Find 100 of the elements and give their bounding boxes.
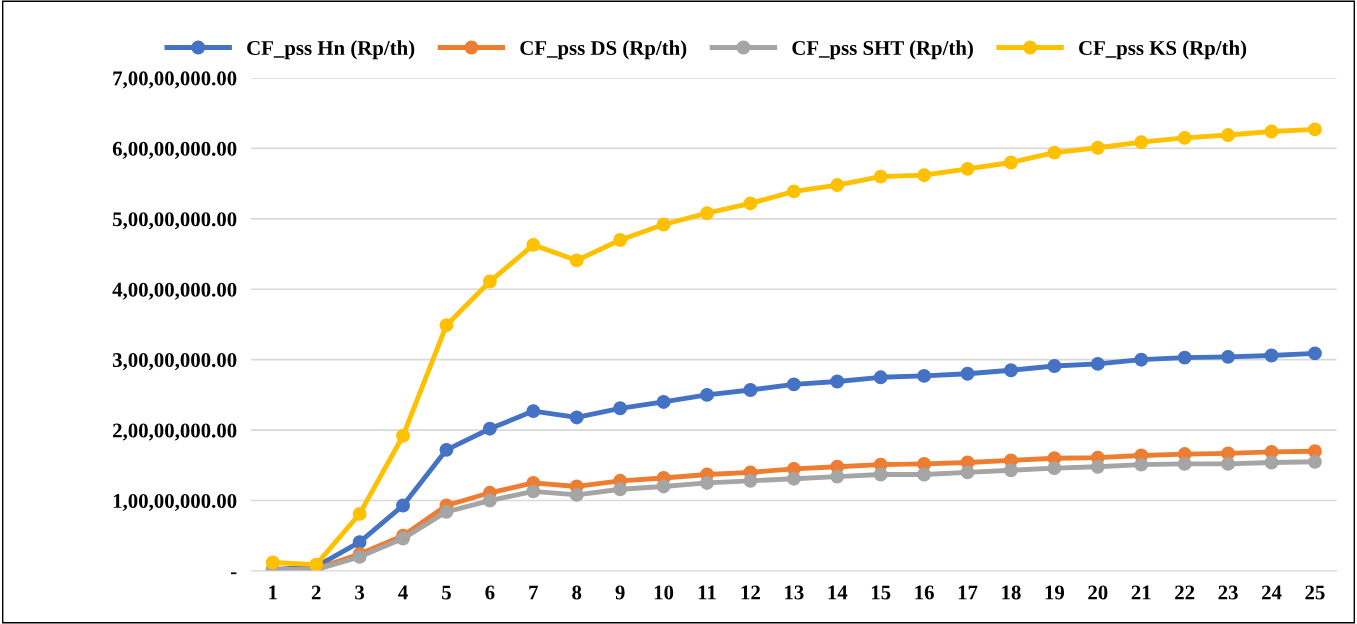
point	[526, 404, 541, 419]
point	[569, 487, 584, 502]
point	[830, 469, 845, 484]
x-tick-label: 24	[1261, 585, 1282, 600]
point	[1090, 356, 1105, 371]
x-tick-label: 5	[442, 585, 451, 600]
point	[960, 465, 975, 480]
point	[1307, 454, 1322, 469]
point	[439, 504, 454, 519]
x-tick-label: 20	[1088, 585, 1108, 600]
point	[613, 401, 628, 416]
point	[1307, 122, 1322, 137]
point	[700, 475, 714, 490]
legend-label: CF_pss KS (Rp/th)	[1079, 40, 1247, 60]
legend-label: CF_pss SHT (Rp/th)	[792, 40, 973, 60]
point	[873, 467, 888, 482]
point	[917, 168, 932, 183]
point	[265, 555, 280, 570]
point	[1004, 155, 1018, 170]
point	[482, 274, 497, 289]
y-tick-label: 2,00,00,000.00	[113, 423, 237, 441]
point	[656, 217, 671, 232]
x-tick-label: 12	[741, 585, 760, 600]
point	[1177, 456, 1192, 471]
point	[743, 383, 758, 397]
x-tick-label: 16	[915, 585, 934, 600]
point	[1134, 457, 1149, 472]
x-tick-label: 10	[654, 585, 674, 600]
point	[1004, 363, 1018, 378]
point	[1090, 459, 1105, 474]
point	[526, 237, 541, 252]
point	[830, 178, 845, 192]
point	[1134, 352, 1149, 367]
point	[1307, 346, 1322, 361]
point	[482, 421, 497, 436]
x-tick-label: 8	[572, 585, 582, 600]
point	[482, 493, 497, 508]
x-tick-label: 17	[958, 585, 978, 600]
point	[1047, 359, 1062, 373]
y-tick-label: 3,00,00,000.00	[112, 353, 237, 371]
point	[613, 233, 628, 247]
legend-label: CF_pss DS (Rp/th)	[520, 40, 687, 60]
point	[743, 473, 758, 488]
y-tick-label: 7,00,00,000.00	[113, 71, 237, 89]
point	[396, 428, 410, 443]
y-tick-label: -	[230, 572, 237, 575]
point	[1090, 140, 1105, 155]
point	[1221, 128, 1236, 142]
point	[1177, 130, 1192, 145]
point	[917, 368, 932, 383]
point	[917, 467, 932, 482]
y-tick-label: 6,00,00,000.00	[112, 141, 237, 159]
point	[700, 387, 714, 402]
x-tick-label: 7	[529, 585, 538, 600]
x-tick-label: 23	[1218, 585, 1238, 600]
x-tick-label: 2	[311, 585, 321, 600]
x-tick-label: 25	[1305, 585, 1325, 600]
x-tick-label: 21	[1131, 585, 1151, 600]
point	[656, 479, 671, 494]
point	[1264, 348, 1279, 363]
point	[743, 196, 758, 211]
x-tick-label: 18	[1002, 585, 1021, 600]
point	[830, 374, 845, 389]
point	[352, 535, 367, 550]
point	[613, 482, 628, 497]
y-tick-label: 4,00,00,000.00	[112, 282, 237, 300]
y-tick-label: 1,00,00,000.00	[113, 493, 237, 511]
x-tick-label: 11	[698, 585, 716, 600]
point	[1004, 463, 1018, 478]
x-tick-label: 1	[269, 585, 277, 600]
point	[960, 366, 975, 381]
point	[873, 370, 888, 385]
point	[786, 184, 801, 199]
point	[1264, 124, 1279, 139]
point	[352, 506, 367, 521]
y-tick-label: 5,00,00,000.00	[112, 212, 237, 230]
point	[1134, 135, 1149, 150]
point	[1177, 350, 1192, 365]
legend-label: CF_pss Hn (Rp/th)	[247, 40, 415, 60]
point	[786, 471, 801, 486]
point	[873, 169, 888, 184]
x-tick-label: 15	[871, 585, 891, 600]
point	[1047, 461, 1062, 476]
point	[439, 318, 454, 333]
point	[700, 206, 714, 221]
x-tick-label: 14	[828, 585, 848, 600]
point	[1264, 455, 1279, 470]
point	[396, 498, 410, 513]
point	[1221, 456, 1236, 471]
point	[569, 410, 584, 425]
point	[526, 484, 541, 499]
x-tick-label: 3	[355, 585, 365, 600]
x-tick-label: 19	[1045, 585, 1065, 600]
x-tick-label: 6	[485, 585, 495, 600]
point	[786, 377, 801, 392]
x-tick-label: 4	[398, 585, 408, 600]
point	[656, 395, 671, 409]
point	[1221, 349, 1236, 364]
x-tick-label: 9	[615, 585, 625, 600]
point	[960, 161, 975, 176]
